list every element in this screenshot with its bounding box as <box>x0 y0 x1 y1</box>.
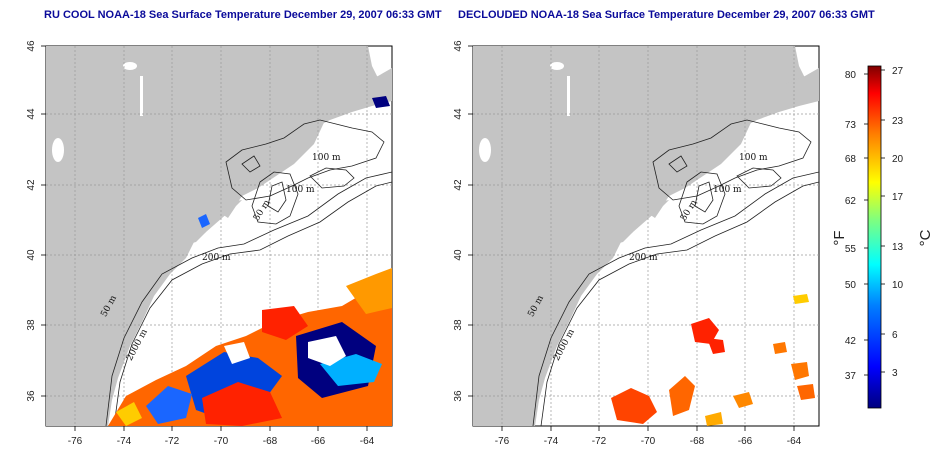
colorbar-c-label: 17 <box>892 192 904 203</box>
right-lat-label: 46 <box>453 40 464 52</box>
colorbar-ticks <box>864 69 885 376</box>
colorbar-c-label: 10 <box>892 280 904 291</box>
colorbar-f-label: 50 <box>845 280 857 291</box>
right-lon-label: -74 <box>544 436 559 447</box>
left-land-mass <box>46 46 382 426</box>
left-lake-1 <box>123 62 137 70</box>
right-land-mass <box>473 46 809 426</box>
right-lat-label: 38 <box>453 319 464 331</box>
right-lat-label: 40 <box>453 249 464 261</box>
left-lat-label: 36 <box>26 390 37 402</box>
left-lat-label: 40 <box>26 249 37 261</box>
right-lat-label: 36 <box>453 390 464 402</box>
left-map-panel: 100 m 100 m 50 m 200 m 50 m 2000 m -76 -… <box>26 40 393 447</box>
right-lat-label: 44 <box>453 108 464 120</box>
left-lon-label: -68 <box>263 436 278 447</box>
right-map-panel: 100 m 100 m 50 m 200 m 50 m 2000 m -76 -… <box>453 40 820 447</box>
colorbar-c-label: 13 <box>892 242 904 253</box>
colorbar-f-label: 62 <box>845 196 857 207</box>
left-lon-label: -74 <box>117 436 132 447</box>
left-long-island <box>156 232 206 250</box>
right-long-island <box>583 232 633 250</box>
right-lon-label: -72 <box>592 436 607 447</box>
left-bathymetry-contours <box>105 119 392 426</box>
colorbar-c-label: 23 <box>892 116 904 127</box>
left-lon-label: -66 <box>311 436 326 447</box>
left-lon-label: -76 <box>68 436 83 447</box>
colorbar-celsius-unit: °C <box>917 229 934 246</box>
left-lon-label: -64 <box>360 436 375 447</box>
left-lon-labels: -76 -74 -72 -70 -68 -66 -64 <box>68 436 375 447</box>
left-lat-label: 38 <box>26 319 37 331</box>
colorbar: 80 73 68 62 55 50 42 37 27 23 20 17 13 1… <box>831 65 934 409</box>
right-lon-label: -76 <box>495 436 510 447</box>
right-lake-1 <box>550 62 564 70</box>
left-lat-label: 44 <box>26 108 37 120</box>
left-sst-data <box>108 96 392 426</box>
colorbar-f-label: 55 <box>845 244 857 255</box>
right-map-title: DECLOUDED NOAA-18 Sea Surface Temperatur… <box>458 9 875 21</box>
colorbar-c-label: 3 <box>892 368 898 379</box>
right-lon-labels: -76 -74 -72 -70 -68 -66 -64 <box>495 436 802 447</box>
left-lake-2 <box>52 138 64 162</box>
colorbar-c-label: 20 <box>892 154 904 165</box>
colorbar-f-label: 80 <box>845 70 857 81</box>
colorbar-f-label: 73 <box>845 120 857 131</box>
right-sst-data <box>611 294 815 426</box>
right-lake-2 <box>479 138 491 162</box>
right-contour-label-100m-a: 100 m <box>739 153 768 163</box>
colorbar-f-label: 68 <box>845 154 857 165</box>
right-contour-label-200m: 200 m <box>629 253 658 263</box>
colorbar-fahrenheit-unit: °F <box>831 230 848 245</box>
right-lon-label: -68 <box>690 436 705 447</box>
left-lon-label: -70 <box>214 436 229 447</box>
left-lake-3 <box>140 76 143 116</box>
right-bathymetry-contours <box>532 119 819 426</box>
right-lake-3 <box>567 76 570 116</box>
left-lon-label: -72 <box>165 436 180 447</box>
colorbar-c-label: 6 <box>892 330 898 341</box>
left-nova-scotia <box>296 68 392 130</box>
colorbar-f-label: 42 <box>845 336 857 347</box>
left-map-title: RU COOL NOAA-18 Sea Surface Temperature … <box>44 9 442 21</box>
right-lat-label: 42 <box>453 179 464 191</box>
right-cape-cod <box>649 200 669 218</box>
colorbar-c-label: 27 <box>892 66 904 77</box>
left-lat-label: 46 <box>26 40 37 52</box>
right-lat-labels: 46 44 42 40 38 36 <box>453 40 464 402</box>
colorbar-gradient <box>867 65 882 409</box>
left-lat-labels: 46 44 42 40 38 36 <box>26 40 37 402</box>
right-axis-ticks <box>468 45 795 431</box>
left-axis-ticks <box>41 45 368 431</box>
left-contour-label-100m-a: 100 m <box>312 153 341 163</box>
left-contour-label-100m-b: 100 m <box>286 185 315 195</box>
right-lon-label: -66 <box>738 436 753 447</box>
right-lon-label: -70 <box>641 436 656 447</box>
right-lon-label: -64 <box>787 436 802 447</box>
left-lat-label: 42 <box>26 179 37 191</box>
right-contour-label-100m-b: 100 m <box>713 185 742 195</box>
colorbar-f-label: 37 <box>845 371 857 382</box>
right-grid <box>473 46 819 426</box>
left-contour-label-200m: 200 m <box>202 253 231 263</box>
right-nova-scotia <box>723 68 819 130</box>
left-cape-cod <box>222 200 242 218</box>
